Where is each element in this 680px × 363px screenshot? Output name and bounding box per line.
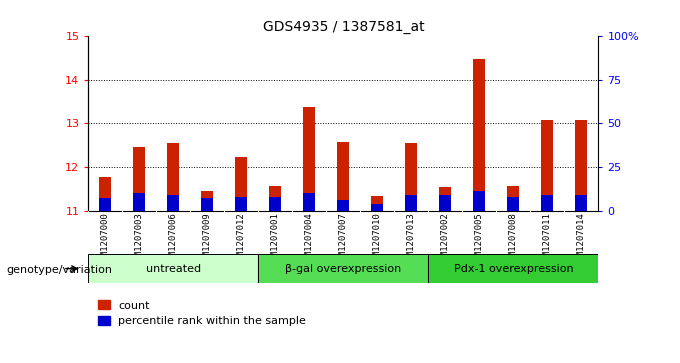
Legend: count, percentile rank within the sample: count, percentile rank within the sample	[94, 296, 311, 331]
Bar	[269, 197, 282, 211]
Bar	[303, 193, 316, 211]
Bar	[575, 121, 588, 211]
Bar	[201, 191, 214, 211]
Text: GSM1207002: GSM1207002	[441, 213, 450, 266]
Bar	[258, 254, 428, 283]
Text: GSM1207013: GSM1207013	[407, 213, 416, 266]
Text: genotype/variation: genotype/variation	[7, 265, 113, 276]
Bar	[88, 254, 258, 283]
Bar	[439, 195, 452, 211]
Title: GDS4935 / 1387581_at: GDS4935 / 1387581_at	[262, 20, 424, 34]
Bar	[439, 187, 452, 211]
Text: GSM1207009: GSM1207009	[203, 213, 212, 266]
Bar	[235, 158, 248, 211]
Text: β-gal overexpression: β-gal overexpression	[286, 264, 401, 274]
Text: GSM1207000: GSM1207000	[101, 213, 110, 266]
Bar	[99, 198, 112, 211]
Text: GSM1207014: GSM1207014	[577, 213, 586, 266]
Text: GSM1207004: GSM1207004	[305, 213, 314, 266]
Text: GSM1207006: GSM1207006	[169, 213, 178, 266]
Bar	[99, 177, 112, 211]
Bar	[473, 191, 486, 211]
Bar	[405, 195, 418, 211]
Text: GSM1207003: GSM1207003	[135, 213, 144, 266]
Bar	[405, 143, 418, 211]
Text: GSM1207012: GSM1207012	[237, 213, 246, 266]
Bar	[258, 254, 428, 283]
Bar	[133, 147, 146, 211]
Text: GSM1207001: GSM1207001	[271, 213, 280, 266]
Bar	[303, 107, 316, 211]
Text: GSM1207005: GSM1207005	[475, 213, 484, 266]
Bar	[167, 195, 180, 211]
Bar	[337, 142, 350, 211]
Bar	[371, 204, 384, 211]
Bar	[428, 254, 598, 283]
Bar	[541, 195, 554, 211]
Text: Pdx-1 overexpression: Pdx-1 overexpression	[454, 264, 573, 274]
Text: untreated: untreated	[146, 264, 201, 274]
Bar	[507, 197, 520, 211]
Bar	[371, 196, 384, 211]
Bar	[235, 197, 248, 211]
Text: GSM1207007: GSM1207007	[339, 213, 348, 266]
Bar	[337, 200, 350, 211]
Bar	[428, 254, 598, 283]
Text: GSM1207011: GSM1207011	[543, 213, 552, 266]
Bar	[507, 186, 520, 211]
Bar	[541, 121, 554, 211]
Bar	[269, 186, 282, 211]
Text: GSM1207008: GSM1207008	[509, 213, 518, 266]
Bar	[575, 195, 588, 211]
Bar	[473, 60, 486, 211]
Bar	[133, 193, 146, 211]
Bar	[167, 143, 180, 211]
Bar	[88, 254, 258, 283]
Bar	[201, 198, 214, 211]
Text: GSM1207010: GSM1207010	[373, 213, 382, 266]
